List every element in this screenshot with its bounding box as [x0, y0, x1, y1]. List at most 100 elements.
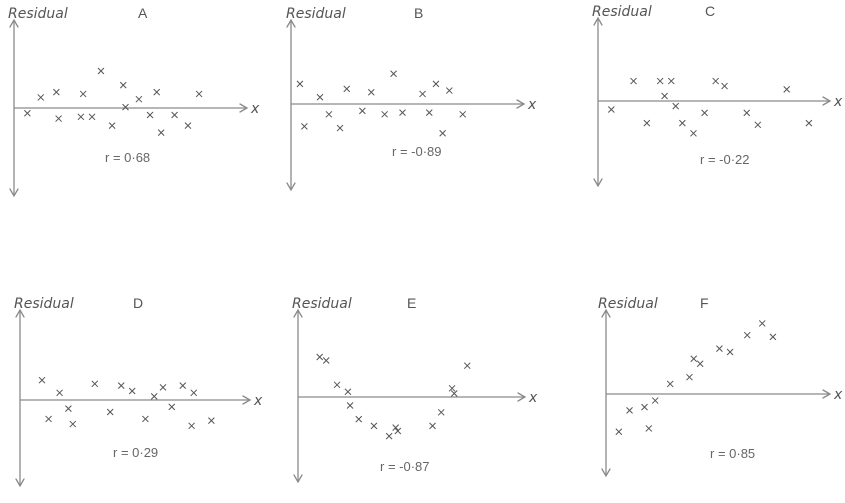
data-point	[208, 418, 214, 424]
data-point	[356, 416, 362, 422]
y-axis-label: Residual	[286, 6, 346, 22]
data-point	[53, 89, 59, 95]
data-point	[646, 425, 652, 431]
data-point	[616, 429, 622, 435]
data-point	[668, 78, 674, 84]
data-point	[196, 91, 202, 97]
y-axis-label: Residual	[8, 6, 68, 22]
data-point	[627, 407, 633, 413]
data-point	[191, 390, 197, 396]
data-point	[426, 110, 432, 116]
data-point	[722, 83, 728, 89]
x-axis-label: x	[528, 390, 538, 406]
data-point	[345, 389, 351, 395]
data-point	[770, 334, 776, 340]
data-point	[317, 354, 323, 360]
data-point	[697, 361, 703, 367]
data-point	[440, 130, 446, 136]
data-point	[118, 383, 124, 389]
data-point	[642, 404, 648, 410]
data-point	[109, 123, 115, 129]
data-point	[70, 421, 76, 427]
y-axis-label: Residual	[592, 4, 652, 20]
data-point	[147, 112, 153, 118]
data-point	[631, 78, 637, 84]
y-axis-label: Residual	[292, 296, 352, 312]
data-point	[172, 112, 178, 118]
x-axis-label: x	[253, 393, 263, 409]
data-point	[92, 381, 98, 387]
data-point	[652, 398, 658, 404]
data-point	[160, 384, 166, 390]
correlation-label: r = 0·29	[113, 445, 158, 460]
data-point	[142, 416, 148, 422]
data-point	[189, 423, 195, 429]
data-point	[644, 120, 650, 126]
data-point	[123, 104, 129, 110]
data-point	[297, 81, 303, 87]
panel-d: Residual x Dr = 0·29	[14, 295, 263, 486]
data-point	[438, 409, 444, 415]
data-point	[464, 363, 470, 369]
data-point	[386, 433, 392, 439]
data-point	[460, 111, 466, 117]
data-point	[451, 391, 457, 397]
correlation-label: r = -0·87	[380, 459, 430, 474]
data-point	[301, 123, 307, 129]
panel-title: A	[138, 5, 148, 21]
data-point	[78, 114, 84, 120]
data-point	[368, 89, 374, 95]
panel-f: Residual x Fr = 0·85	[598, 295, 843, 476]
data-point	[185, 123, 191, 129]
data-point	[713, 78, 719, 84]
data-point	[690, 130, 696, 136]
data-point	[433, 81, 439, 87]
data-point	[691, 356, 697, 362]
data-point	[744, 110, 750, 116]
data-point	[784, 86, 790, 92]
data-point	[806, 120, 812, 126]
panel-title: B	[414, 5, 423, 21]
data-point	[80, 91, 86, 97]
data-point	[393, 425, 399, 431]
data-point	[344, 86, 350, 92]
data-point	[65, 406, 71, 412]
data-point	[400, 110, 406, 116]
data-point	[180, 383, 186, 389]
data-point	[24, 110, 30, 116]
data-point	[39, 377, 45, 383]
panel-title: F	[700, 295, 709, 311]
data-point	[359, 108, 365, 114]
data-point	[667, 381, 673, 387]
data-point	[755, 122, 761, 128]
x-axis-label: x	[833, 387, 843, 403]
data-point	[371, 423, 377, 429]
panel-e: ResidualxEr = -0·87	[292, 295, 538, 482]
data-point	[727, 349, 733, 355]
data-point	[662, 93, 668, 99]
data-point	[317, 94, 323, 100]
data-point	[744, 332, 750, 338]
data-point	[716, 346, 722, 352]
y-axis-label: Residual	[598, 296, 658, 312]
data-point	[395, 428, 401, 434]
panel-title: D	[133, 295, 143, 311]
data-point	[391, 71, 397, 77]
data-point	[337, 125, 343, 131]
data-point	[38, 94, 44, 100]
data-point	[673, 103, 679, 109]
data-point	[57, 390, 63, 396]
data-point	[120, 82, 126, 88]
data-point	[446, 88, 452, 94]
data-point	[334, 382, 340, 388]
data-point	[46, 416, 52, 422]
panel-c: ResidualxCr = -0·22	[592, 3, 843, 186]
correlation-label: r = 0·85	[710, 446, 755, 461]
data-point	[107, 409, 113, 415]
data-point	[323, 357, 329, 363]
data-point	[430, 423, 436, 429]
data-point	[449, 385, 455, 391]
data-point	[136, 96, 142, 102]
data-point	[56, 116, 62, 122]
